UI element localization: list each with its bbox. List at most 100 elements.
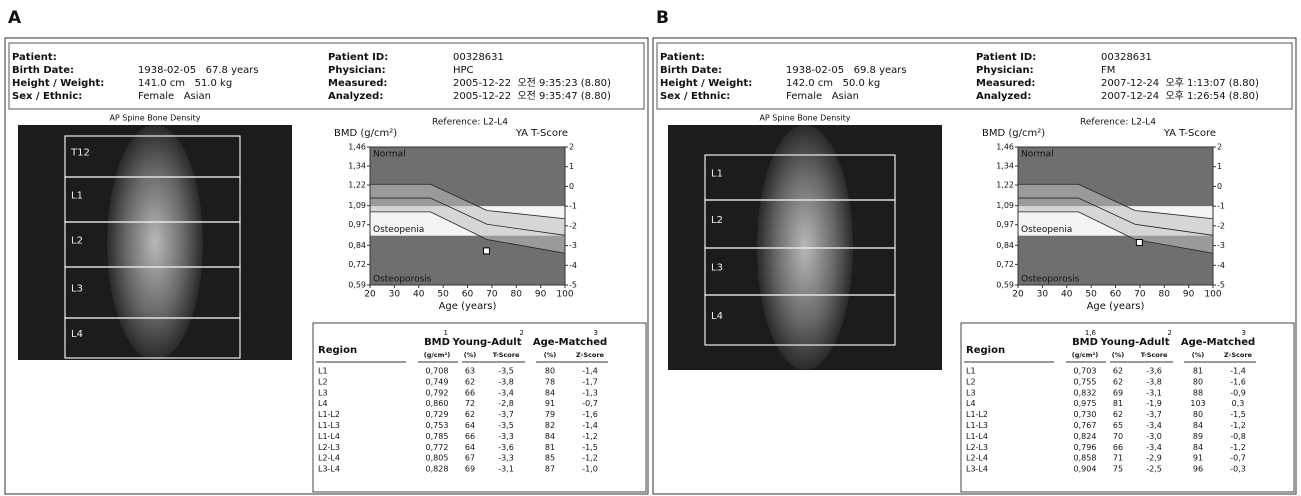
measurement-point bbox=[484, 248, 490, 254]
field-label: Physician: bbox=[976, 65, 1034, 76]
x-tick-label: 20 bbox=[364, 290, 376, 300]
field-label: Birth Date: bbox=[660, 65, 722, 76]
table-cell: -1,3 bbox=[582, 388, 598, 397]
table-cell: -1,2 bbox=[1230, 421, 1246, 430]
table-cell: 0,832 bbox=[1074, 388, 1097, 397]
column-header: Young-Adult bbox=[452, 337, 522, 348]
y2-tick-label: -4 bbox=[1217, 261, 1225, 270]
unit-label: (%) bbox=[1192, 351, 1204, 359]
x-tick-label: 80 bbox=[511, 290, 523, 300]
table-cell: -3,0 bbox=[1146, 432, 1162, 441]
table-cell: 81 bbox=[545, 443, 555, 452]
table-cell: L2 bbox=[966, 377, 976, 386]
field-value: 1938-02-05 69.8 years bbox=[786, 65, 907, 76]
region-label: L4 bbox=[711, 311, 723, 322]
table-cell: 84 bbox=[545, 432, 555, 441]
table-cell: L1-L4 bbox=[318, 432, 340, 441]
unit-label: (%) bbox=[1112, 351, 1124, 359]
column-header: BMD bbox=[1072, 337, 1098, 348]
table-cell: -1,4 bbox=[1230, 367, 1246, 376]
table-cell: -1,6 bbox=[582, 410, 598, 419]
x-tick-label: 70 bbox=[486, 290, 498, 300]
y2-tick-label: -2 bbox=[1217, 221, 1225, 230]
field-value: HPC bbox=[453, 65, 474, 76]
field-label: Patient ID: bbox=[976, 52, 1036, 63]
column-header: BMD bbox=[424, 337, 450, 348]
field-label: Patient: bbox=[12, 52, 57, 63]
measurement-point bbox=[1136, 239, 1142, 245]
y-tick-label: 0,84 bbox=[996, 241, 1014, 250]
x-tick-label: 60 bbox=[1110, 290, 1122, 300]
table-cell: L1-L2 bbox=[318, 410, 340, 419]
field-label: Birth Date: bbox=[12, 65, 74, 76]
table-cell: 62 bbox=[1113, 367, 1123, 376]
table-cell: -1,5 bbox=[1230, 410, 1246, 419]
x-tick-label: 50 bbox=[1085, 290, 1097, 300]
x-tick-label: 100 bbox=[1204, 290, 1221, 300]
table-cell: 0,749 bbox=[426, 377, 449, 386]
table-cell: 63 bbox=[465, 367, 475, 376]
table-cell: 78 bbox=[545, 377, 555, 386]
table-cell: L2-L3 bbox=[966, 443, 988, 452]
y2-tick-label: 0 bbox=[1217, 182, 1222, 191]
table-cell: 89 bbox=[1193, 432, 1203, 441]
table-cell: 80 bbox=[1193, 410, 1203, 419]
table-cell: -3,4 bbox=[498, 388, 514, 397]
y2-tick-label: 1 bbox=[569, 162, 574, 171]
y2-axis-label: YA T-Score bbox=[1163, 128, 1216, 139]
field-label: Sex / Ethnic: bbox=[12, 91, 82, 102]
x-tick-label: 60 bbox=[462, 290, 474, 300]
table-cell: 64 bbox=[465, 421, 475, 430]
table-cell: -3,6 bbox=[498, 443, 514, 452]
column-header: Young-Adult bbox=[1100, 337, 1170, 348]
region-label: L1 bbox=[71, 191, 83, 202]
region-label: L4 bbox=[71, 329, 83, 340]
y-tick-label: 1,22 bbox=[348, 181, 366, 190]
field-value: Female Asian bbox=[138, 91, 211, 102]
x-tick-label: 80 bbox=[1159, 290, 1171, 300]
unit-label: (g/cm²) bbox=[1072, 351, 1098, 359]
y2-tick-label: 2 bbox=[1217, 143, 1222, 152]
table-cell: -2,8 bbox=[498, 399, 514, 408]
chart-title: Reference: L2-L4 bbox=[432, 118, 508, 128]
field-value: 1938-02-05 67.8 years bbox=[138, 65, 259, 76]
unit-label: (%) bbox=[544, 351, 556, 359]
field-value: 141.0 cm 51.0 kg bbox=[138, 78, 232, 89]
field-label: Height / Weight: bbox=[12, 78, 104, 89]
table-cell: L1 bbox=[966, 367, 976, 376]
table-cell: -0,8 bbox=[1230, 432, 1246, 441]
table-cell: -1,7 bbox=[582, 377, 598, 386]
chart-title: Reference: L2-L4 bbox=[1080, 118, 1156, 128]
table-cell: -3,7 bbox=[1146, 410, 1162, 419]
y2-tick-label: -3 bbox=[569, 241, 577, 250]
table-cell: L2-L4 bbox=[966, 454, 988, 463]
y-axis-label: BMD (g/cm²) bbox=[982, 128, 1045, 139]
table-cell: 0,755 bbox=[1074, 377, 1097, 386]
zone-label: Osteopenia bbox=[373, 225, 424, 235]
table-cell: 62 bbox=[465, 377, 475, 386]
table-cell: 69 bbox=[465, 465, 475, 474]
table-cell: -0,3 bbox=[1230, 465, 1246, 474]
table-cell: 62 bbox=[465, 410, 475, 419]
superscript: 1,6 bbox=[1085, 329, 1097, 337]
y-tick-label: 1,46 bbox=[996, 143, 1014, 152]
y2-tick-label: -2 bbox=[569, 221, 577, 230]
superscript: 2 bbox=[520, 329, 524, 337]
table-cell: -1,2 bbox=[582, 432, 598, 441]
table-cell: L3-L4 bbox=[318, 465, 340, 474]
x-tick-label: 90 bbox=[1183, 290, 1195, 300]
table-cell: -2,5 bbox=[1146, 465, 1162, 474]
x-tick-label: 40 bbox=[413, 290, 425, 300]
image-title: AP Spine Bone Density bbox=[109, 114, 200, 123]
table-cell: L4 bbox=[318, 399, 328, 408]
table-cell: -0,7 bbox=[1230, 454, 1246, 463]
table-cell: 0,3 bbox=[1232, 399, 1245, 408]
table-cell: 96 bbox=[1193, 465, 1203, 474]
y-tick-label: 1,46 bbox=[348, 143, 366, 152]
table-cell: 62 bbox=[1113, 377, 1123, 386]
spine bbox=[107, 125, 203, 360]
unit-label: (%) bbox=[464, 351, 476, 359]
field-label: Measured: bbox=[328, 78, 387, 89]
table-cell: -3,3 bbox=[498, 432, 514, 441]
table-cell: L1-L4 bbox=[966, 432, 988, 441]
